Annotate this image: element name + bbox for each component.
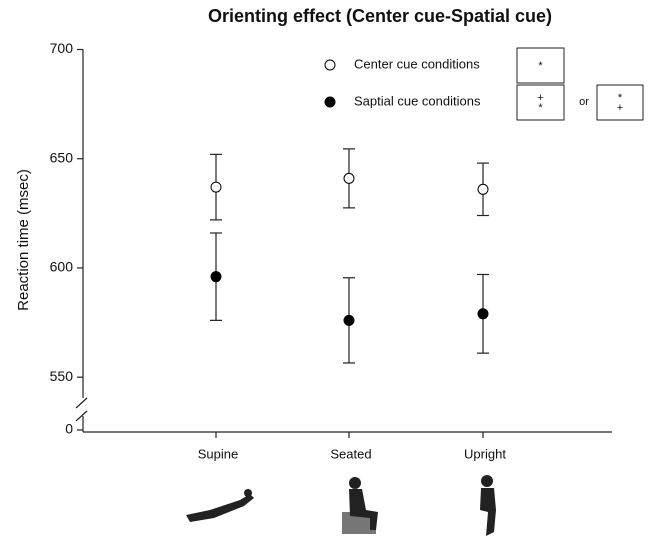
x-tick-label: Seated (330, 446, 371, 461)
legend-symbol: * (618, 92, 623, 104)
legend-or: or (579, 96, 589, 108)
legend-symbol: * (538, 102, 543, 114)
x-tick-label: Supine (198, 446, 238, 461)
legend-marker (324, 59, 336, 71)
y-tick-label: 700 (50, 40, 74, 56)
data-point (477, 308, 489, 320)
data-point (210, 271, 222, 283)
data-point (210, 181, 222, 193)
chart-title: Orienting effect (Center cue-Spatial cue… (208, 6, 552, 26)
legend-box (516, 47, 565, 84)
legend-marker (324, 96, 336, 108)
data-point (343, 172, 355, 184)
data-point (343, 314, 355, 326)
data-point (477, 183, 489, 195)
legend-symbol: + (617, 102, 623, 114)
x-tick-label: Upright (464, 446, 506, 461)
legend-box (516, 84, 565, 121)
y-tick-label: 650 (50, 149, 74, 165)
axis-break (75, 410, 88, 422)
y-tick-label: 550 (50, 368, 74, 384)
y-tick-label: 0 (65, 421, 73, 437)
y-axis-label: Reaction time (msec) (15, 169, 32, 311)
legend-label: Saptial cue conditions (354, 93, 481, 108)
legend-symbol: + (537, 92, 543, 104)
figures (186, 475, 496, 536)
legend-label: Center cue conditions (354, 56, 480, 71)
axis-break (75, 397, 88, 409)
y-tick-label: 600 (50, 259, 74, 275)
legend-symbol: * (538, 60, 543, 72)
legend-box (596, 84, 644, 121)
